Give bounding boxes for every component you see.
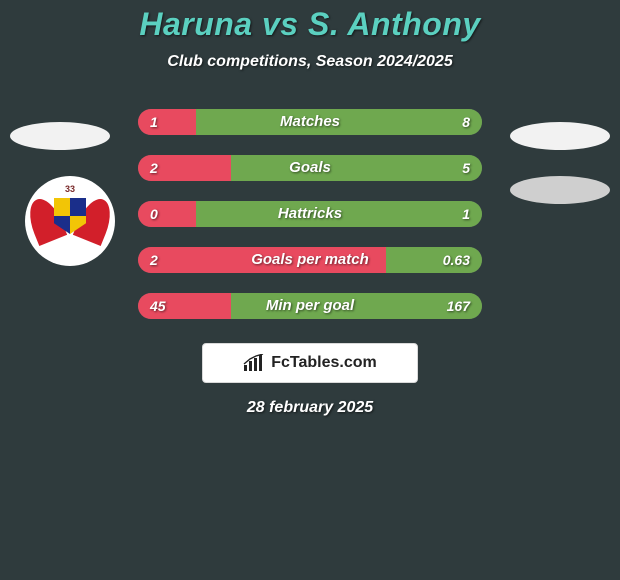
brand-text: FcTables.com [271,354,377,372]
stat-bar-right-fill [386,247,482,273]
stat-row: 25Goals [0,145,620,191]
stats-bars: 18Matches 25Goals 01Hattricks 20.63Goals pe… [0,99,620,329]
stat-bar-right-fill [196,109,482,135]
date-text: 28 february 2025 [0,399,620,417]
chart-icon [243,354,265,372]
stat-bar-right-fill [231,155,482,181]
stat-bar-left-fill [138,201,196,227]
stat-bar: 25Goals [138,155,482,181]
stat-bar: 18Matches [138,109,482,135]
brand-box[interactable]: FcTables.com [202,343,418,383]
stat-bar-left-fill [138,109,196,135]
page-subtitle: Club competitions, Season 2024/2025 [0,53,620,71]
stat-bar-left-fill [138,155,231,181]
stat-bar-right-fill [231,293,482,319]
content-wrap: Haruna vs S. Anthony Club competitions, … [0,0,620,417]
stat-bar-left-fill [138,247,386,273]
stat-bar: 01Hattricks [138,201,482,227]
stat-bar: 20.63Goals per match [138,247,482,273]
stat-bar-left-fill [138,293,231,319]
stat-row: 18Matches [0,99,620,145]
stat-row: 45167Min per goal [0,283,620,329]
stat-bar-right-fill [196,201,482,227]
page-title: Haruna vs S. Anthony [0,6,620,43]
stat-row: 20.63Goals per match [0,237,620,283]
stat-row: 01Hattricks [0,191,620,237]
stat-bar: 45167Min per goal [138,293,482,319]
